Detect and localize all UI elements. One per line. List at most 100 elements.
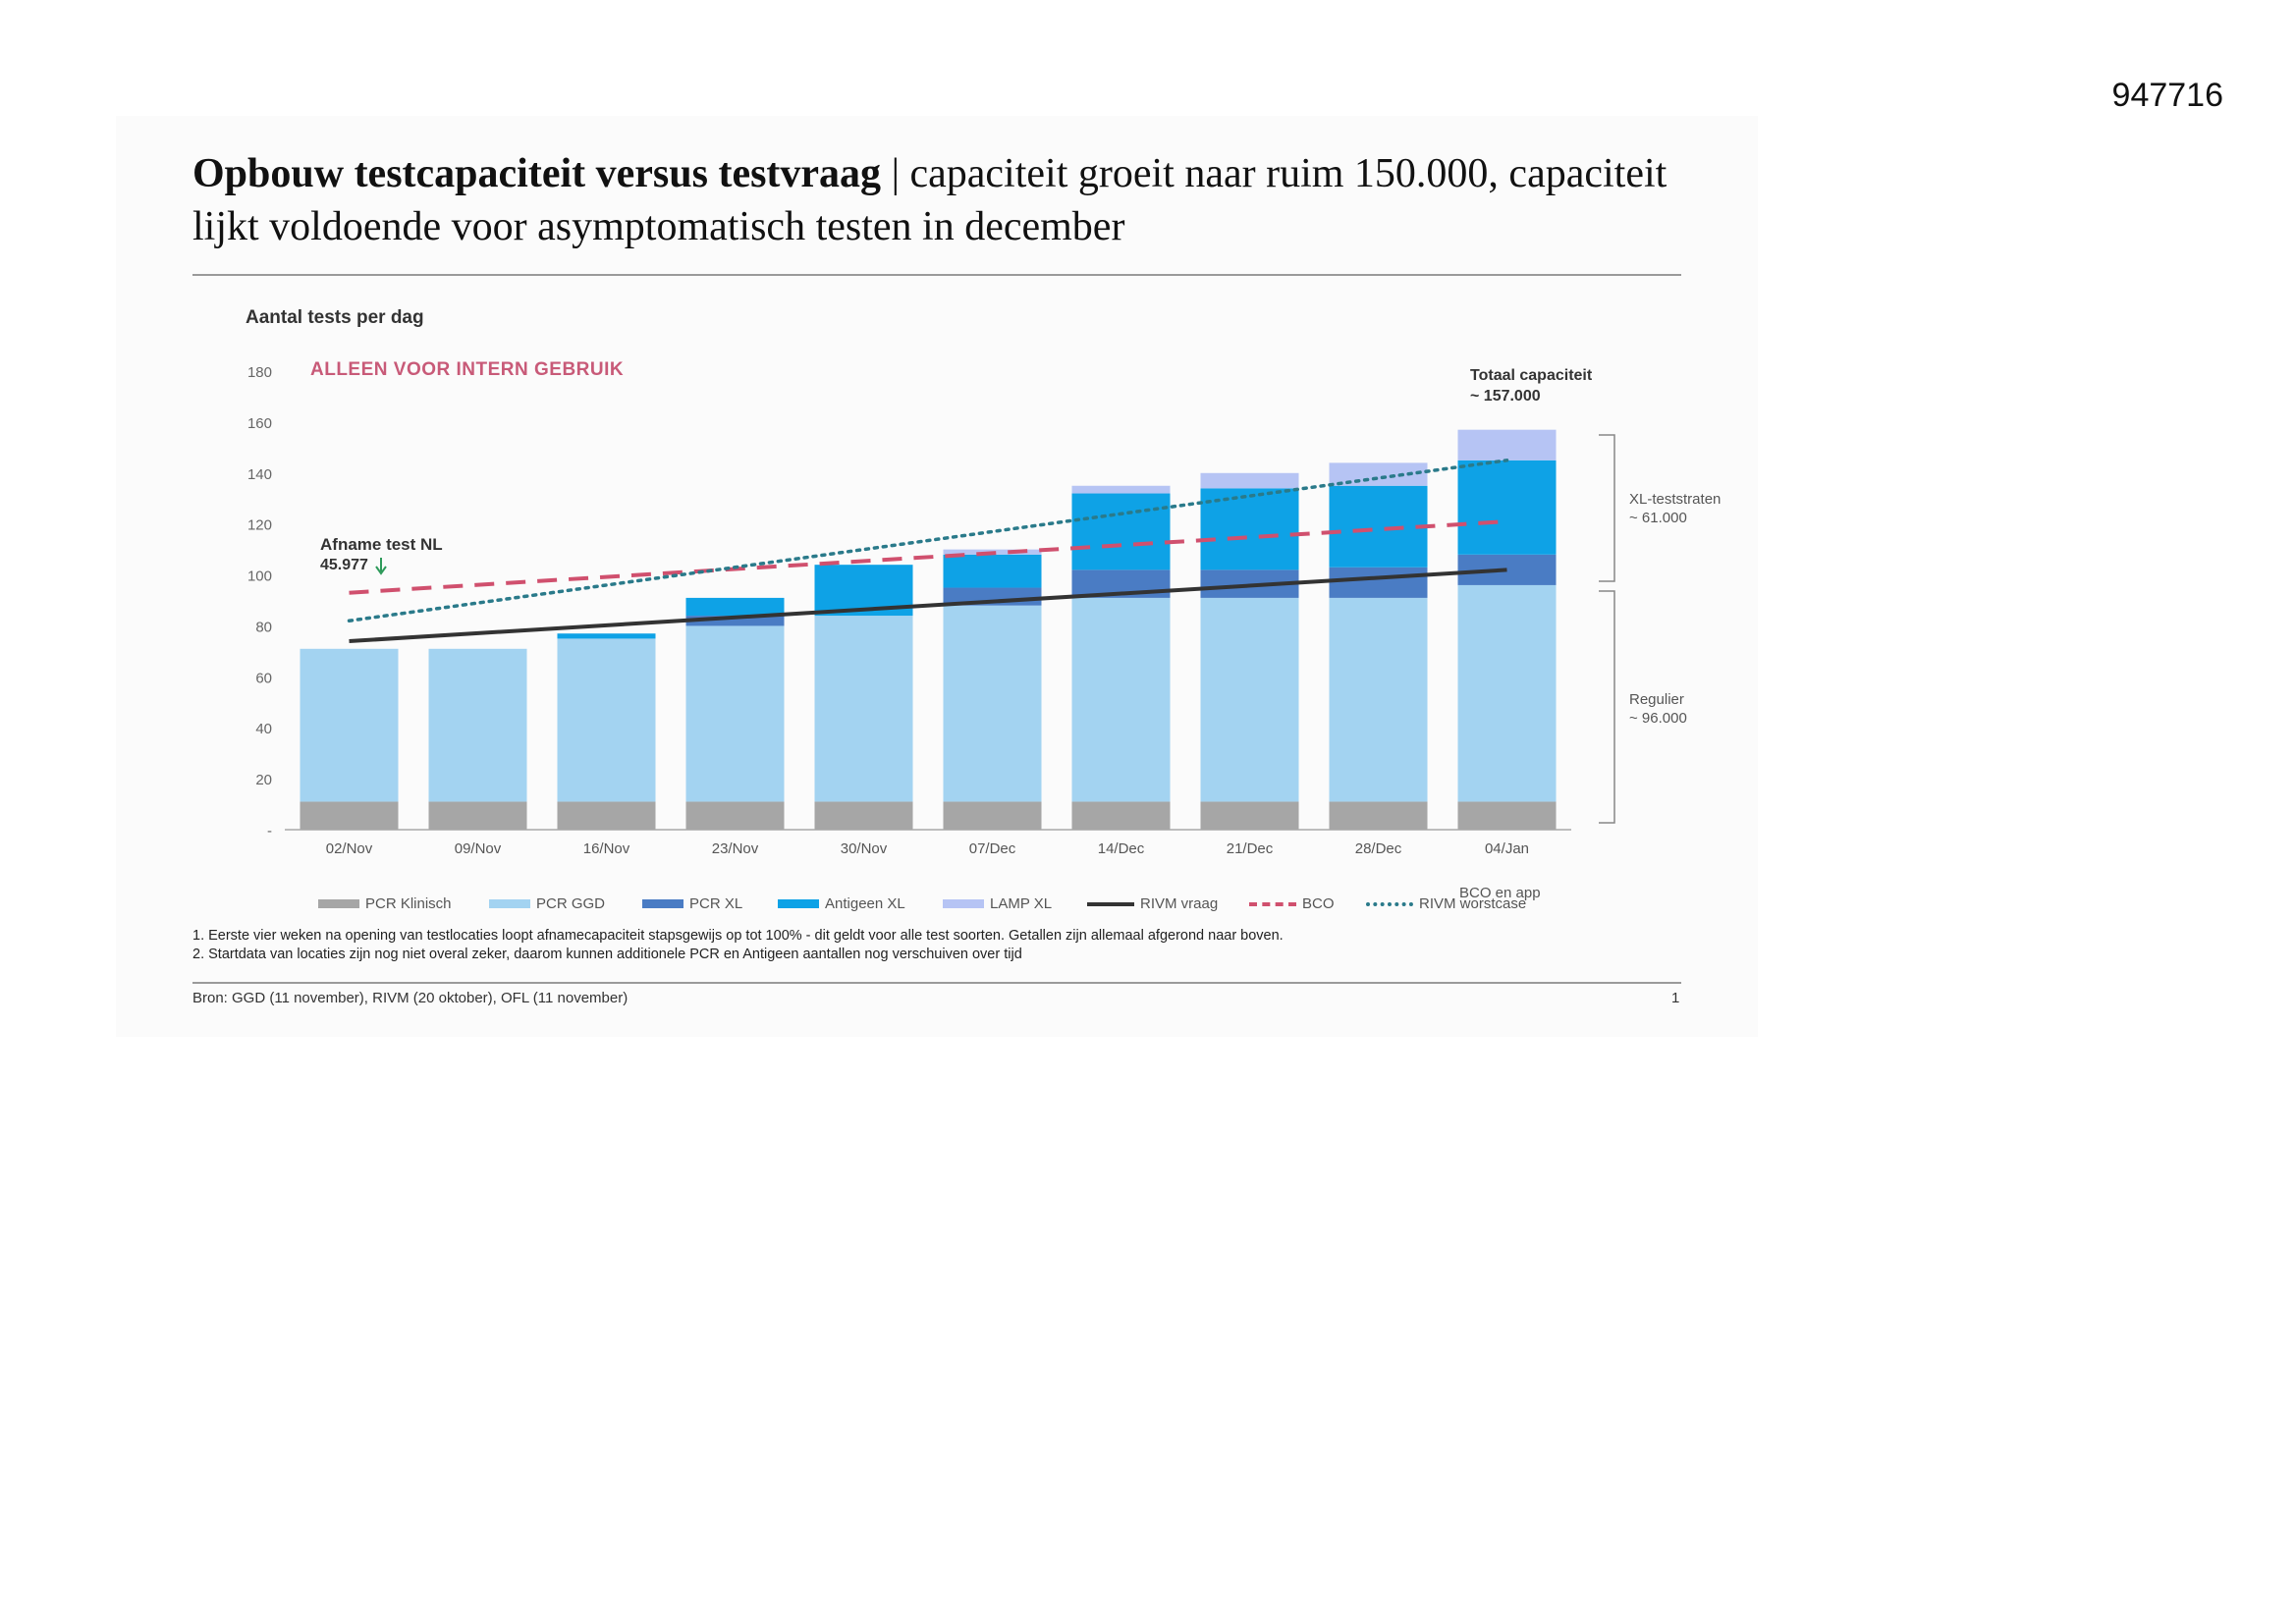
legend-label: PCR XL <box>689 895 743 912</box>
bar-segment <box>1071 801 1171 830</box>
bar-segment <box>300 801 399 830</box>
trend-line <box>349 519 1507 595</box>
slide-title-bold: Opbouw testcapaciteit versus testvraag <box>192 151 882 196</box>
legend-item: LAMP XL <box>943 895 1052 912</box>
regulier-value: ~ 96.000 <box>1629 710 1687 727</box>
legend-swatch <box>318 899 359 908</box>
x-tick-label: 23/Nov <box>712 840 759 857</box>
legend-label: BCO <box>1302 895 1335 912</box>
legend-swatch <box>1087 901 1134 906</box>
bar-segment <box>814 616 913 802</box>
bar-segment <box>1200 597 1299 802</box>
x-tick-label: 30/Nov <box>841 840 888 857</box>
afname-value: 45.977 <box>320 557 368 573</box>
legend-item: PCR GGD <box>489 895 605 912</box>
bar-segment <box>943 801 1042 830</box>
y-tick-label: 60 <box>255 670 272 686</box>
slide-title-separator: | <box>881 151 910 196</box>
source-note: Bron: GGD (11 november), RIVM (20 oktobe… <box>192 990 629 1006</box>
footnote-1: 1. Eerste vier weken na opening van test… <box>192 928 1284 944</box>
bar-segment <box>557 638 656 802</box>
bar-segment <box>685 801 785 830</box>
y-tick-label: 20 <box>255 772 272 788</box>
y-tick-label: 180 <box>247 364 272 381</box>
slide-title-rest: capaciteit groeit naar ruim 150.000, cap… <box>192 151 1667 249</box>
legend-swatch <box>642 899 683 908</box>
bar-segment <box>943 605 1042 802</box>
legend-bco-extra: BCO en app <box>1459 885 1541 901</box>
legend-label: RIVM worstcase <box>1419 895 1527 912</box>
title-divider <box>192 274 1681 276</box>
legend-item: RIVM worstcase <box>1366 895 1526 912</box>
x-tick-label: 16/Nov <box>583 840 630 857</box>
legend-label: RIVM vraag <box>1140 895 1219 912</box>
xl-label: XL-teststraten <box>1629 491 1721 508</box>
bar-segment <box>943 554 1042 588</box>
y-tick-label: 140 <box>247 466 272 483</box>
bar-segment <box>1200 801 1299 830</box>
document-id: 947716 <box>2111 77 2223 114</box>
y-tick-label: - <box>267 823 272 839</box>
xl-bracket <box>1599 434 1615 582</box>
bar-segment <box>1329 462 1428 486</box>
bar-segment <box>557 801 656 830</box>
x-tick-label: 28/Dec <box>1355 840 1402 857</box>
bar-segment <box>428 801 527 830</box>
bar-segment <box>685 616 785 626</box>
y-axis-label: Aantal tests per dag <box>246 307 424 328</box>
legend-label: LAMP XL <box>990 895 1053 912</box>
legend-item: PCR XL <box>642 895 742 912</box>
legend-item: PCR Klinisch <box>318 895 452 912</box>
legend-swatch <box>778 899 819 908</box>
legend-label: PCR Klinisch <box>365 895 452 912</box>
legend-swatch <box>1249 901 1296 906</box>
bar-segment <box>428 648 527 802</box>
legend-swatch <box>943 899 984 908</box>
y-tick-label: 120 <box>247 517 272 534</box>
bar-segment <box>1329 597 1428 802</box>
bar-segment <box>300 648 399 802</box>
bar-segment <box>1457 801 1557 830</box>
bar-segment <box>685 625 785 802</box>
bar-segment <box>1329 485 1428 568</box>
x-tick-label: 09/Nov <box>455 840 502 857</box>
bar-segment <box>1071 493 1171 570</box>
bar-segment <box>1457 584 1557 802</box>
regulier-label: Regulier <box>1629 691 1684 708</box>
legend-item: BCO <box>1249 895 1335 912</box>
bar-segment <box>1329 567 1428 598</box>
legend-label: Antigeen XL <box>825 895 905 912</box>
legend-swatch <box>1366 901 1413 906</box>
down-arrow-icon <box>375 566 387 575</box>
y-tick-label: 100 <box>247 568 272 585</box>
regulier-bracket <box>1599 590 1615 824</box>
bar-segment <box>1071 485 1171 494</box>
afname-label: Afname test NL <box>320 535 443 554</box>
x-tick-label: 04/Jan <box>1485 840 1529 857</box>
bar-segment <box>685 597 785 617</box>
trend-line <box>347 459 1509 623</box>
total-capacity-value: ~ 157.000 <box>1470 388 1541 405</box>
footnote-2: 2. Startdata van locaties zijn nog niet … <box>192 947 1022 962</box>
bar-segment <box>1329 801 1428 830</box>
legend-swatch <box>489 899 530 908</box>
trend-line <box>349 568 1507 644</box>
x-tick-label: 21/Dec <box>1227 840 1274 857</box>
y-tick-label: 80 <box>255 619 272 635</box>
x-tick-label: 14/Dec <box>1098 840 1145 857</box>
bar-segment <box>814 801 913 830</box>
xl-value: ~ 61.000 <box>1629 510 1687 526</box>
footer-divider <box>192 982 1681 984</box>
total-capacity-label: Totaal capaciteit <box>1470 367 1593 384</box>
bar-segment <box>1071 597 1171 802</box>
confidential-label: ALLEEN VOOR INTERN GEBRUIK <box>310 359 625 380</box>
page-number: 1 <box>1671 990 1680 1006</box>
x-tick-label: 02/Nov <box>326 840 373 857</box>
bar-segment <box>557 633 656 639</box>
slide-title: Opbouw testcapaciteit versus testvraag |… <box>192 147 1705 253</box>
x-tick-label: 07/Dec <box>969 840 1016 857</box>
bar-segment <box>1200 472 1299 489</box>
legend-label: PCR GGD <box>536 895 606 912</box>
legend-item: RIVM vraag <box>1087 895 1218 912</box>
